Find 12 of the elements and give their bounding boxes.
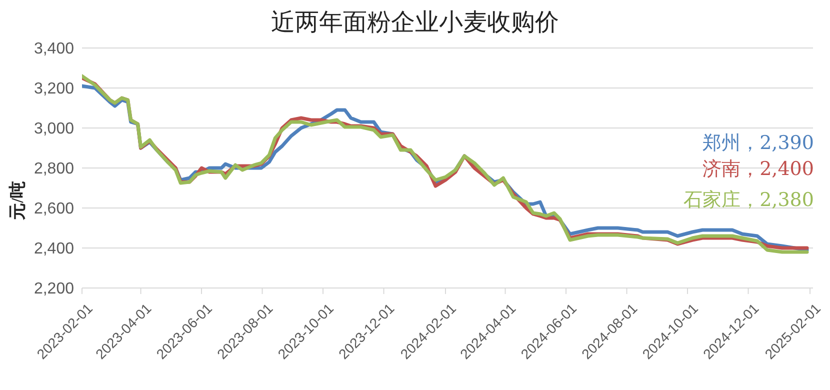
chart-title: 近两年面粉企业小麦收购价 [270,9,560,38]
y-tick-label: 2,200 [34,280,74,298]
series-label: 石家庄，2,380 [684,188,814,213]
y-tick-label: 2,800 [34,160,74,178]
y-tick-label: 2,600 [34,200,74,218]
y-tick-label: 3,400 [34,40,74,58]
y-tick-label: 3,200 [34,80,74,98]
y-tick-label: 2,400 [34,240,74,258]
text: 济南，2,400 [702,157,814,182]
y-tick-label: 3,000 [34,120,74,138]
y-axis-title: 元/吨 [6,180,28,220]
text: 郑州，2,390 [702,131,814,156]
